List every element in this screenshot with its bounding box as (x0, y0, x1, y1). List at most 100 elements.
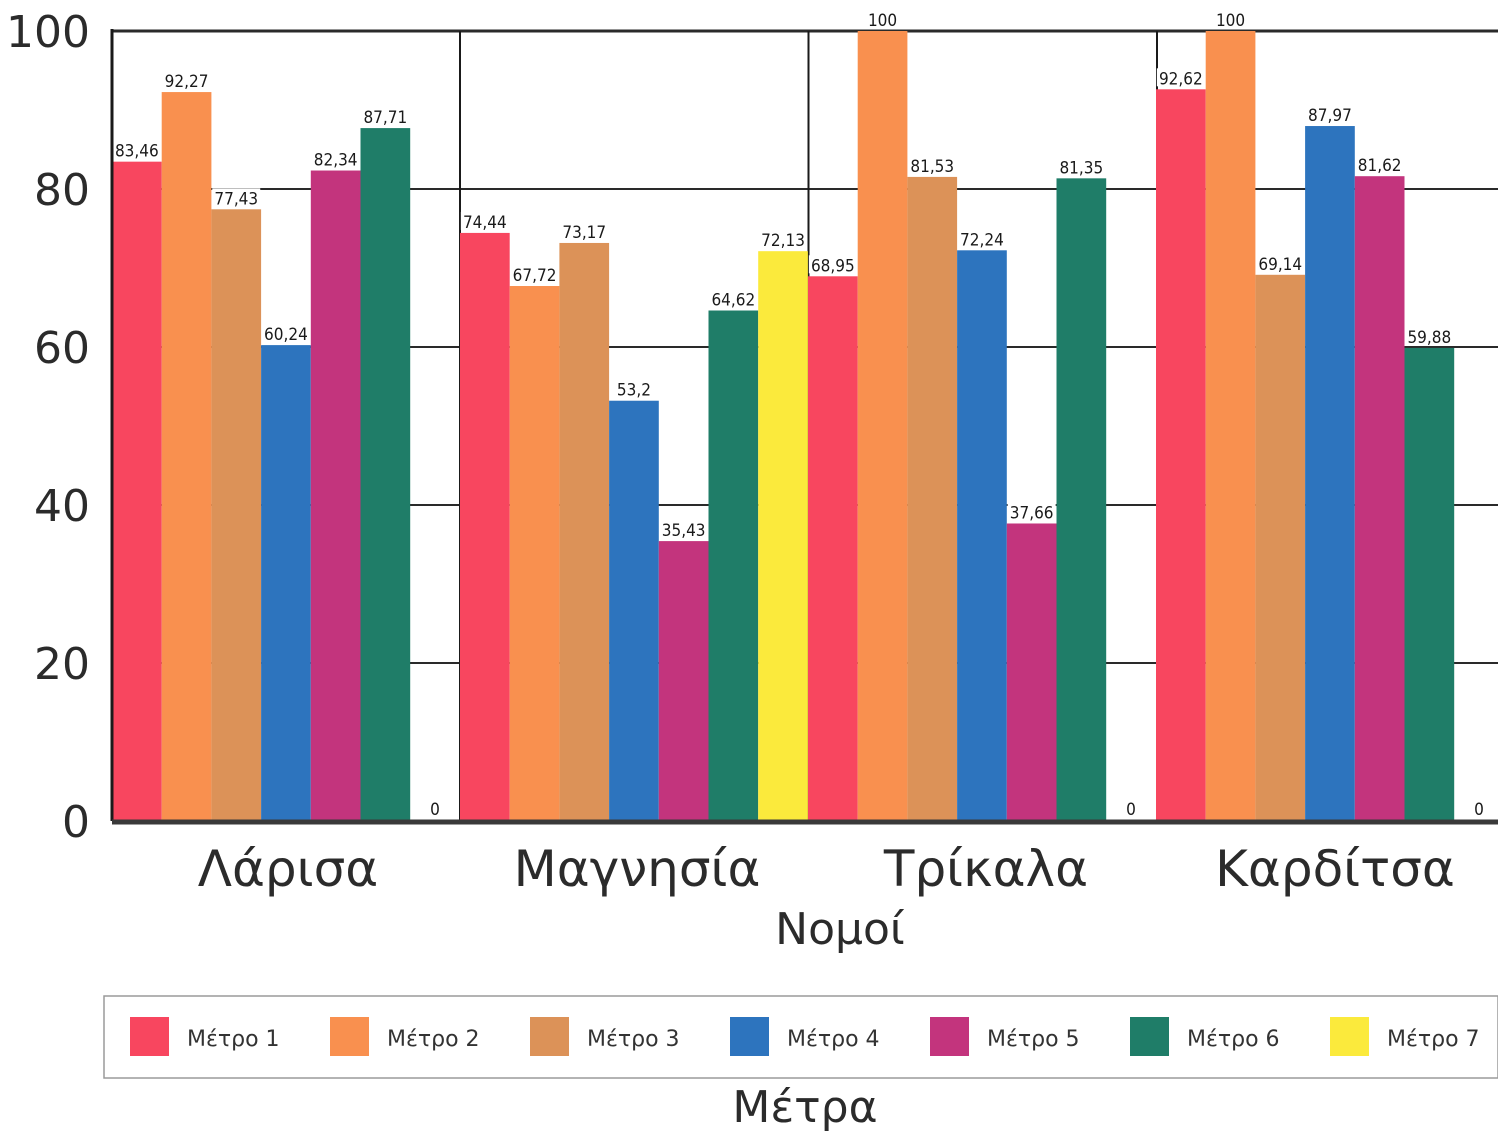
bar (957, 250, 1007, 821)
value-label: 72,13 (761, 231, 805, 251)
bar (211, 209, 262, 822)
bar (857, 31, 908, 821)
bar (161, 92, 212, 821)
legend-label: Μέτρο 5 (987, 1027, 1080, 1052)
legend-swatch (930, 1017, 969, 1056)
value-label-bg (1123, 799, 1140, 817)
legend-item: Μέτρο 4 (730, 1017, 880, 1056)
axes (110, 29, 1498, 825)
value-label: 83,46 (115, 142, 159, 162)
legend-item: Μέτρο 2 (330, 1017, 480, 1056)
bar (1205, 31, 1256, 821)
bar (261, 345, 311, 821)
value-label-bg (560, 221, 609, 240)
y-tick-label: 40 (34, 481, 90, 532)
x-category-label: Καρδίτσα (1215, 840, 1455, 898)
legend-item: Μέτρο 1 (130, 1017, 280, 1056)
x-axis-title: Νομοί (775, 904, 905, 955)
y-tick-label: 80 (34, 165, 90, 216)
value-label: 73,17 (562, 223, 606, 243)
legend-swatch (330, 1017, 369, 1056)
legend-swatch (730, 1017, 769, 1056)
bar (360, 128, 411, 821)
legend-swatch (130, 1017, 169, 1056)
value-label: 37,66 (1010, 503, 1054, 523)
value-label: 92,27 (165, 72, 209, 92)
value-label-bg (1405, 326, 1454, 345)
value-label-bg (427, 799, 444, 817)
x-category-label: Τρίκαλα (883, 840, 1088, 898)
x-category-label: Μαγνησία (514, 840, 761, 898)
value-label-bg (510, 265, 559, 284)
value-label: 0 (1474, 800, 1484, 820)
value-label: 81,35 (1059, 158, 1103, 178)
value-label: 60,24 (264, 325, 308, 345)
value-label-bg (659, 520, 708, 539)
legend-label: Μέτρο 4 (787, 1027, 880, 1052)
bar (460, 232, 510, 821)
y-tick-label: 100 (6, 7, 90, 58)
legend-label: Μέτρο 1 (187, 1027, 280, 1052)
legend-item: Μέτρο 7 (1330, 1017, 1480, 1056)
x-category-label: Λάρισα (198, 840, 378, 898)
legend-title: Μέτρα (732, 1082, 877, 1133)
value-label-bg (1355, 155, 1404, 174)
value-label: 64,62 (711, 291, 755, 311)
value-label-bg (759, 230, 808, 249)
bars (112, 31, 1455, 822)
value-label: 92,62 (1159, 69, 1203, 89)
value-label-bg (1156, 68, 1205, 87)
value-label: 72,24 (960, 230, 1004, 250)
bar (708, 310, 759, 821)
bar (907, 176, 958, 822)
bar (559, 242, 610, 821)
value-labels: 83,46 92,27 77,43 60,24 82,34 87,71 0 74,44 67,7… (112, 10, 1488, 820)
value-label: 0 (1126, 800, 1136, 820)
value-label-bg (609, 379, 658, 398)
bar (758, 251, 808, 822)
bar (1156, 89, 1206, 821)
value-label-bg (1471, 799, 1488, 817)
value-label-bg (1256, 253, 1305, 272)
bar (1404, 347, 1455, 821)
value-label-bg (908, 155, 957, 174)
value-label: 74,44 (463, 213, 507, 233)
y-tick-label: 20 (34, 639, 90, 690)
legend-item: Μέτρο 6 (1130, 1017, 1280, 1056)
value-label-bg (460, 211, 509, 230)
legend-swatch (1130, 1017, 1169, 1056)
bar (112, 161, 162, 821)
bar (658, 541, 709, 821)
value-label: 35,43 (662, 521, 706, 541)
value-label: 87,97 (1308, 106, 1352, 126)
value-label-bg (212, 188, 261, 207)
value-label-bg (709, 289, 758, 308)
value-label-bg (112, 140, 161, 159)
y-tick-labels: 0 20 40 60 80 100 (6, 7, 90, 848)
value-label-bg (858, 10, 907, 28)
value-label-bg (261, 324, 310, 343)
bar (609, 400, 659, 821)
value-label-bg (361, 107, 410, 126)
value-label-bg (1057, 157, 1106, 176)
legend-item: Μέτρο 5 (930, 1017, 1080, 1056)
legend-swatch (530, 1017, 569, 1056)
bar (1006, 523, 1057, 821)
value-label-bg (311, 149, 360, 168)
bar (808, 276, 858, 821)
bar (1354, 176, 1405, 821)
value-label: 100 (1216, 11, 1245, 31)
y-tick-label: 60 (34, 323, 90, 374)
legend: Μέτρο 1 Μέτρο 2 Μέτρο 3 Μέτρο 4 Μέτρο 5 Μέτρο… (103, 995, 1498, 1079)
bar (509, 286, 560, 822)
value-label-bg (162, 71, 211, 90)
value-label: 77,43 (214, 189, 258, 209)
value-label: 87,71 (363, 108, 407, 128)
bar (1305, 126, 1355, 822)
value-label: 67,72 (513, 266, 557, 286)
value-label-bg (1206, 10, 1255, 28)
value-label: 81,53 (910, 157, 954, 177)
value-label: 82,34 (314, 151, 358, 171)
legend-label: Μέτρο 6 (1187, 1027, 1280, 1052)
